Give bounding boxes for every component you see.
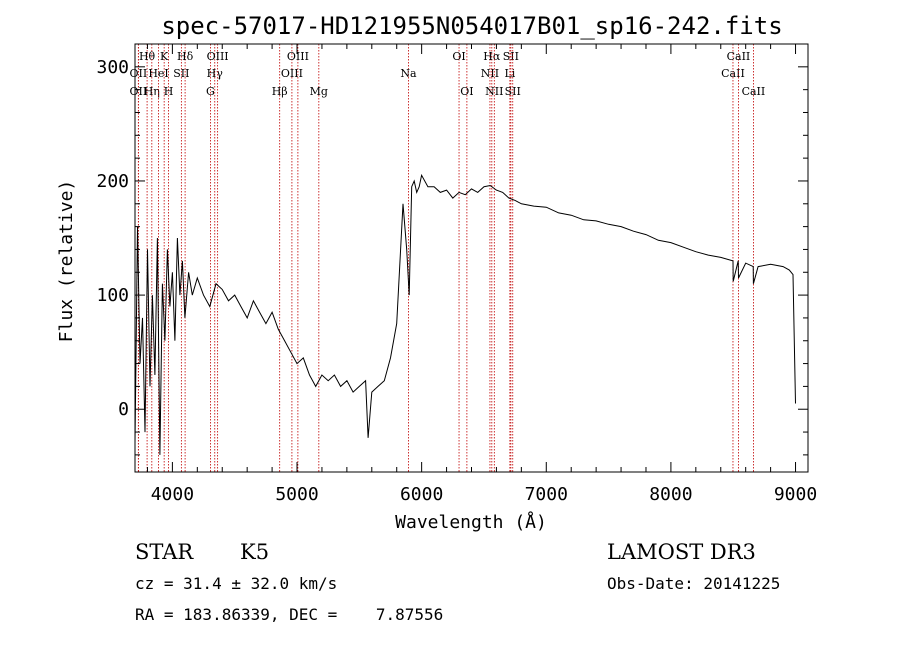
spectral-line-label: HeI bbox=[148, 67, 168, 80]
spectral-line-label: OIII bbox=[281, 67, 303, 80]
spectral-line-label: Na bbox=[400, 67, 417, 80]
spectral-line-label: NII bbox=[481, 67, 499, 80]
spectral-line-label: OIII bbox=[287, 50, 309, 63]
x-tick-label: 5000 bbox=[275, 484, 318, 505]
y-tick-label: 300 bbox=[96, 57, 129, 78]
spectral-line-label: Hβ bbox=[272, 85, 288, 98]
coordinates: RA = 183.86339, DEC = 7.87556 bbox=[135, 605, 443, 624]
chart-title: spec-57017-HD121955N054017B01_sp16-242.f… bbox=[161, 12, 782, 40]
spectral-line-label: Hα bbox=[483, 50, 501, 63]
spectral-line-label: H bbox=[164, 85, 174, 98]
spectrum-series-line bbox=[134, 173, 796, 455]
spectral-line-label: CaII bbox=[721, 67, 745, 80]
object-class: STAR bbox=[135, 540, 194, 564]
spectral-line-label: CaII bbox=[742, 85, 766, 98]
spectral-line-label: OIII bbox=[207, 50, 229, 63]
spectral-line-markers: HθOIIOIIHηHeIKHSIIHδGHγOIIIHβOIIIOIIIMgN… bbox=[130, 44, 766, 472]
spectral-line-label: OII bbox=[130, 85, 148, 98]
spectral-line-label: CaII bbox=[727, 50, 751, 63]
spectral-line-label: Hη bbox=[144, 85, 160, 98]
spectral-line-label: SII bbox=[505, 85, 521, 98]
spectral-line-label: Hδ bbox=[177, 50, 194, 63]
x-tick-label: 8000 bbox=[649, 484, 692, 505]
spectral-line-label: SII bbox=[173, 67, 189, 80]
x-tick-label: 6000 bbox=[400, 484, 443, 505]
spectral-line-label: OI bbox=[452, 50, 465, 63]
obs-date: Obs-Date: 20141225 bbox=[607, 574, 780, 593]
redshift: cz = 31.4 ± 32.0 km/s bbox=[135, 574, 337, 593]
x-tick-label: 7000 bbox=[525, 484, 568, 505]
spectral-line-label: G bbox=[206, 85, 215, 98]
spectral-line-label: Mg bbox=[310, 85, 328, 98]
spectral-line-label: OI bbox=[460, 85, 473, 98]
y-tick-label: 0 bbox=[118, 399, 129, 420]
spectral-line-label: Li bbox=[504, 67, 515, 80]
axis-ticks: 4000 5000 6000 7000 8000 9000 0 100 200 300 bbox=[96, 43, 817, 505]
spectral-line-label: Hθ bbox=[139, 50, 156, 63]
x-tick-label: 9000 bbox=[774, 484, 817, 505]
spectral-line-label: OII bbox=[130, 67, 148, 80]
survey-name: LAMOST DR3 bbox=[607, 540, 756, 564]
x-axis-label: Wavelength (Å) bbox=[395, 511, 547, 533]
y-tick-label: 100 bbox=[96, 285, 129, 306]
spectral-line-label: Hγ bbox=[207, 67, 224, 80]
x-tick-label: 4000 bbox=[151, 484, 194, 505]
y-tick-label: 200 bbox=[96, 171, 129, 192]
spectral-line-label: K bbox=[160, 50, 169, 63]
spectral-line-label: SII bbox=[503, 50, 519, 63]
y-axis-label: Flux (relative) bbox=[56, 180, 77, 343]
plot-frame bbox=[134, 43, 809, 473]
spectral-line-label: NII bbox=[485, 85, 503, 98]
subclass: K5 bbox=[240, 540, 269, 564]
